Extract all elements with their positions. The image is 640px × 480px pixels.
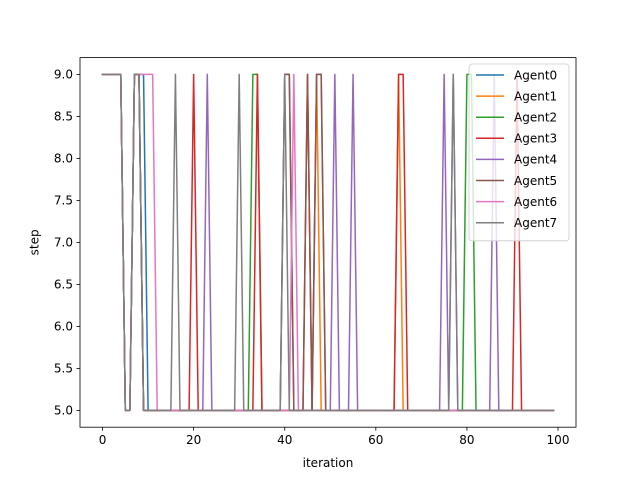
x-tick-label: 80 xyxy=(459,433,474,447)
series-line-agent7 xyxy=(101,73,555,412)
y-tick-label: 8.0 xyxy=(54,152,73,166)
legend-label: Agent2 xyxy=(514,111,557,125)
x-tick-label: 40 xyxy=(277,433,292,447)
x-axis-ticks: 0 20 40 60 80 100 xyxy=(99,427,570,447)
legend-label: Agent5 xyxy=(514,174,557,188)
y-tick-label: 8.5 xyxy=(54,110,73,124)
y-tick-label: 5.0 xyxy=(54,404,73,418)
legend-frame xyxy=(468,63,570,242)
y-tick-label: 9.0 xyxy=(54,68,73,82)
x-tick-label: 20 xyxy=(186,433,201,447)
legend: Agent0 Agent1 Agent2 Agent3 Agent4 Agent5 Agen… xyxy=(468,63,570,242)
legend-label: Agent3 xyxy=(514,132,557,146)
x-axis-label: iteration xyxy=(303,456,354,470)
y-tick-label: 5.5 xyxy=(54,362,73,376)
legend-label: Agent0 xyxy=(514,68,557,82)
x-tick-label: 100 xyxy=(547,433,570,447)
legend-label: Agent1 xyxy=(514,89,557,103)
y-tick-label: 7.0 xyxy=(54,236,73,250)
y-axis-ticks: 5.0 5.5 6.0 6.5 7.0 7.5 8.0 8.5 9.0 xyxy=(54,68,80,418)
y-tick-label: 7.5 xyxy=(54,194,73,208)
y-axis-label: step xyxy=(28,229,42,255)
legend-label: Agent6 xyxy=(514,195,557,209)
legend-label: Agent4 xyxy=(514,153,557,167)
x-tick-label: 0 xyxy=(99,433,107,447)
x-tick-label: 60 xyxy=(368,433,383,447)
legend-label: Agent7 xyxy=(514,216,557,230)
y-tick-label: 6.5 xyxy=(54,278,73,292)
series-lines xyxy=(101,73,555,412)
y-tick-label: 6.0 xyxy=(54,320,73,334)
